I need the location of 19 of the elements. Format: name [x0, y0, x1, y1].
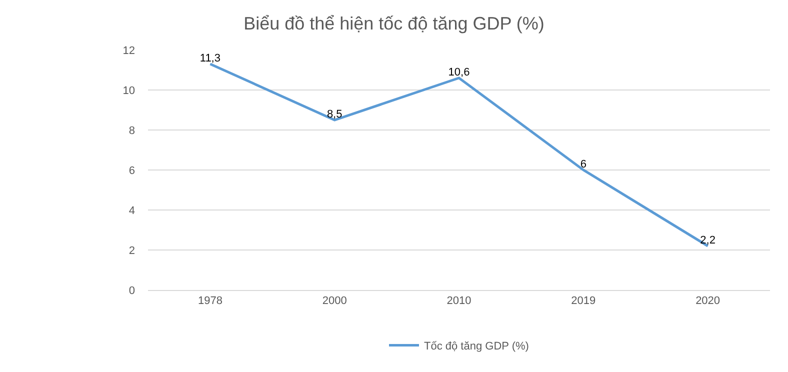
- y-tick-label: 6: [128, 164, 135, 177]
- x-tick-label: 2019: [571, 295, 596, 308]
- chart-title: Biểu đồ thể hiện tốc độ tăng GDP (%): [244, 13, 544, 34]
- x-tick-label: 1978: [198, 295, 222, 308]
- data-label: 11,3: [200, 52, 220, 64]
- y-tick-label: 12: [122, 44, 135, 57]
- data-label: 2,2: [700, 234, 716, 246]
- x-tick-label: 2000: [322, 295, 347, 308]
- legend-label: Tốc độ tăng GDP (%): [424, 340, 529, 353]
- y-tick-label: 0: [128, 284, 135, 297]
- y-tick-label: 4: [128, 204, 135, 217]
- y-tick-label: 10: [122, 84, 135, 97]
- y-tick-label: 2: [128, 244, 135, 257]
- data-label: 10,6: [448, 66, 470, 78]
- y-tick-label: 8: [128, 124, 135, 137]
- x-tick-label: 2020: [696, 295, 720, 308]
- x-tick-label: 2010: [446, 295, 472, 308]
- data-label: 6: [580, 158, 586, 170]
- data-label: 8,5: [326, 108, 342, 120]
